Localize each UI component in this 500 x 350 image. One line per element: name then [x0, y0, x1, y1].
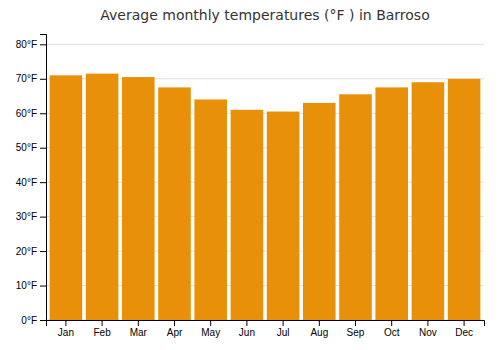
y-tick-mark: [40, 44, 46, 45]
y-tick-mark: [40, 113, 46, 114]
y-tick-mark: [40, 79, 46, 80]
x-tick: Apr: [167, 320, 183, 338]
x-tick-mark: [355, 320, 356, 326]
bar: [86, 74, 119, 320]
x-axis: Jan Feb Mar Apr May Jun Jul Aug Sep Oct Nov Dec: [47, 320, 485, 338]
y-tick-mark: [40, 320, 46, 321]
x-tick-label: Oct: [384, 327, 400, 338]
x-tick-mark: [210, 320, 211, 326]
y-tick-mark: [40, 182, 46, 183]
y-axis: 0°F 10°F 20°F 30°F 40°F 50°F 60°F 70°F 80°F: [16, 35, 47, 326]
x-tick-label: Aug: [310, 327, 328, 338]
grid: [46, 44, 484, 320]
bar: [231, 110, 264, 320]
y-tick: 10°F: [16, 280, 46, 291]
x-tick-mark: [102, 320, 103, 326]
bar: [412, 82, 445, 320]
x-tick-label: Nov: [419, 327, 437, 338]
x-tick-mark: [391, 320, 392, 326]
x-tick: Feb: [93, 320, 111, 338]
y-tick-mark: [40, 148, 46, 149]
x-tick: Jun: [239, 320, 255, 338]
x-tick: Jan: [58, 320, 74, 338]
chart-container: 0°F 10°F 20°F 30°F 40°F 50°F 60°F 70°F 80°F Jan Fe…: [0, 0, 500, 350]
y-tick: 40°F: [16, 177, 46, 188]
plot-area: 0°F 10°F 20°F 30°F 40°F 50°F 60°F 70°F 80°F Jan Fe…: [16, 35, 485, 339]
x-tick-mark: [464, 320, 465, 326]
x-tick: Oct: [384, 320, 400, 338]
y-tick-mark: [40, 286, 46, 287]
x-tick: May: [201, 320, 220, 338]
y-tick-label: 0°F: [21, 315, 37, 326]
bar: [339, 94, 372, 320]
y-tick-label: 80°F: [16, 39, 37, 50]
y-tick-label: 50°F: [16, 142, 37, 153]
y-tick: 30°F: [16, 211, 46, 222]
x-tick-mark: [319, 320, 320, 326]
y-tick-mark: [40, 251, 46, 252]
x-tick: Jul: [277, 320, 290, 338]
x-tick-label: Jun: [239, 327, 255, 338]
y-axis-line: [40, 35, 47, 321]
bar: [303, 103, 336, 320]
y-tick: 20°F: [16, 246, 46, 257]
y-tick-label: 60°F: [16, 108, 37, 119]
x-tick-label: Mar: [130, 327, 148, 338]
x-tick-mark: [174, 320, 175, 326]
y-tick: 0°F: [21, 315, 46, 326]
x-tick-mark: [138, 320, 139, 326]
bars: [50, 74, 481, 320]
chart-title: Average monthly temperatures (°F ) in Ba…: [100, 7, 429, 23]
x-tick: Mar: [130, 320, 148, 338]
x-tick-label: May: [201, 327, 220, 338]
x-tick-label: Apr: [167, 327, 183, 338]
y-tick: 50°F: [16, 142, 46, 153]
y-tick: 60°F: [16, 108, 46, 119]
bar: [122, 77, 155, 320]
bar: [50, 75, 83, 320]
y-tick-label: 20°F: [16, 246, 37, 257]
y-tick-label: 30°F: [16, 211, 37, 222]
x-tick-mark: [283, 320, 284, 326]
x-tick: Nov: [419, 320, 437, 338]
x-tick-label: Jan: [58, 327, 74, 338]
chart-svg: 0°F 10°F 20°F 30°F 40°F 50°F 60°F 70°F 80°F Jan Fe…: [0, 0, 500, 350]
grid-line: [46, 44, 484, 45]
x-tick-label: Jul: [277, 327, 290, 338]
y-tick-label: 10°F: [16, 280, 37, 291]
x-tick-mark: [65, 320, 66, 326]
bar: [448, 79, 481, 320]
x-tick-label: Dec: [455, 327, 473, 338]
x-tick: Dec: [455, 320, 473, 338]
x-tick-mark: [427, 320, 428, 326]
y-tick-mark: [40, 217, 46, 218]
x-tick-mark: [246, 320, 247, 326]
x-tick: Sep: [347, 320, 365, 338]
bar: [158, 87, 191, 320]
bar: [194, 99, 227, 320]
bar: [375, 87, 408, 320]
y-tick: 80°F: [16, 39, 46, 50]
bar: [267, 112, 300, 320]
x-axis-line: [47, 321, 485, 327]
y-tick: 70°F: [16, 73, 46, 84]
x-tick: Aug: [310, 320, 328, 338]
y-tick-label: 40°F: [16, 177, 37, 188]
x-tick-label: Sep: [347, 327, 365, 338]
y-tick-label: 70°F: [16, 73, 37, 84]
x-tick-label: Feb: [93, 327, 111, 338]
